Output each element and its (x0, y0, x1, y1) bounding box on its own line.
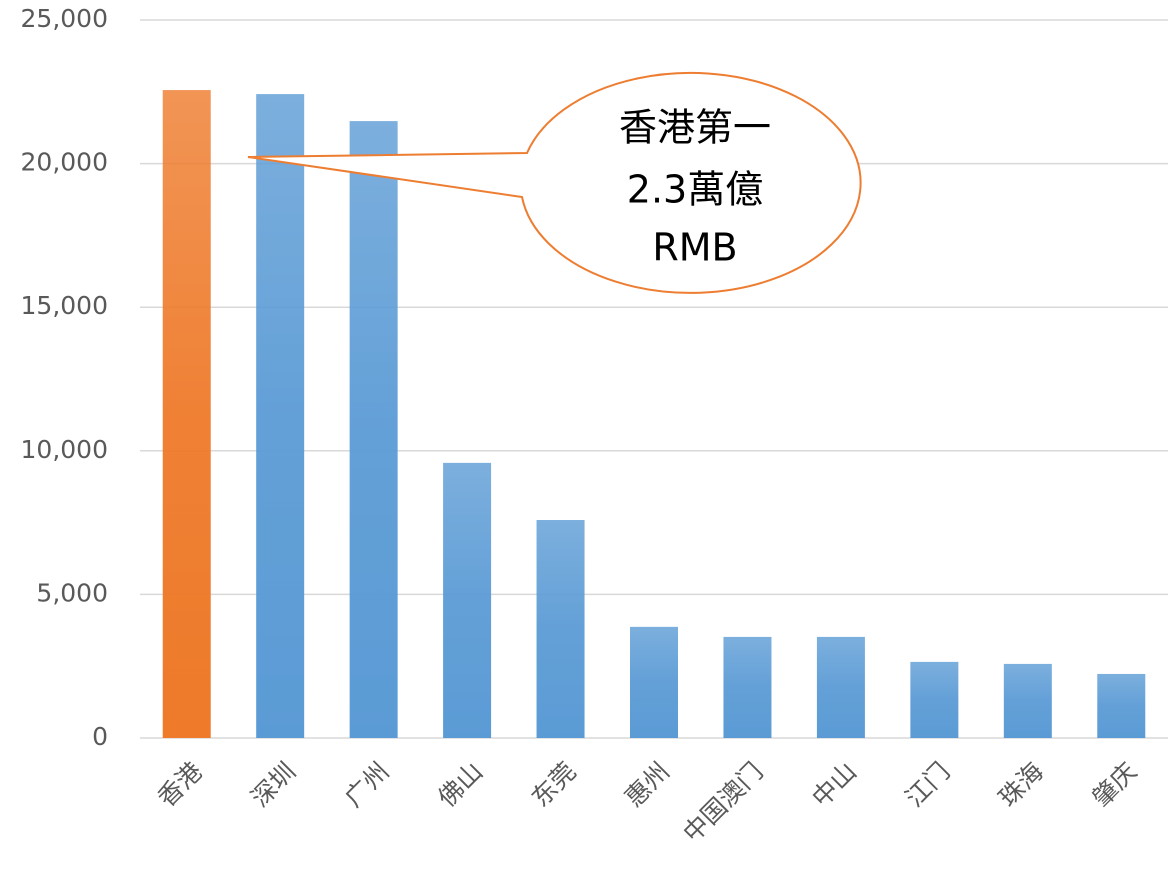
x-tick-label: 佛山 (432, 757, 488, 813)
x-tick-label: 中国澳门 (677, 757, 768, 848)
y-tick-label: 15,000 (21, 291, 108, 320)
bar (816, 636, 865, 738)
y-tick-label: 5,000 (36, 578, 108, 607)
x-tick-label: 肇庆 (1087, 757, 1143, 813)
callout-text: 2.3萬億 (627, 168, 763, 212)
x-tick-label: 东莞 (526, 757, 582, 813)
callout-text: RMB (652, 226, 737, 270)
callout: 香港第一 2.3萬億 RMB (247, 71, 862, 294)
y-tick-label: 25,000 (21, 4, 108, 33)
bar (349, 121, 398, 738)
bar (536, 520, 585, 738)
bar (1097, 673, 1146, 738)
bar (910, 661, 959, 738)
callout-bubble (247, 71, 862, 294)
bar (723, 636, 772, 738)
x-tick-label: 广州 (339, 757, 395, 813)
bar (162, 90, 211, 739)
callout-text: 香港第一 (619, 106, 771, 150)
x-tick-label: 深圳 (246, 757, 302, 813)
bar (630, 626, 678, 738)
x-tick-label: 香港 (152, 757, 208, 813)
y-tick-label: 20,000 (21, 148, 108, 177)
x-tick-label: 中山 (806, 757, 862, 813)
bar (256, 94, 305, 739)
y-tick-label: 10,000 (21, 435, 108, 464)
x-tick-label: 珠海 (993, 757, 1049, 813)
x-tick-label: 惠州 (619, 757, 675, 813)
x-tick-label: 江门 (900, 757, 956, 813)
y-tick-label: 0 (92, 722, 108, 751)
bar (1003, 663, 1052, 738)
bar (443, 462, 492, 738)
